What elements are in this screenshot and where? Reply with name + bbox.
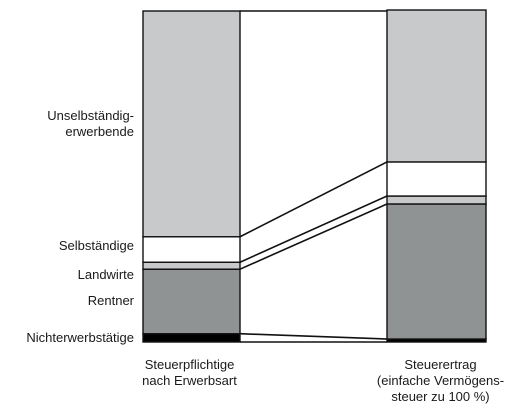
category-label-line: Nichterwerbstätige xyxy=(26,329,134,345)
connector-line-rentner xyxy=(239,203,388,270)
bar-segment-revenue-selbstaendige xyxy=(386,161,487,197)
category-label-line: Rentner xyxy=(87,293,134,309)
bar-segment-taxpayers-rentner xyxy=(142,268,241,335)
category-label-nichterwerbstaetige: Nichterwerbstätige xyxy=(26,330,134,346)
column-label-line: (einfache Vermögens- xyxy=(376,373,505,388)
column-label-line: Steuerpflichtige xyxy=(144,357,235,372)
connector-line-landwirte xyxy=(239,195,388,263)
bar-segment-revenue-landwirte xyxy=(386,195,487,205)
bar-segment-taxpayers-selbstaendige xyxy=(142,236,241,263)
connector-line-nichterwerbstaetige xyxy=(239,332,388,340)
category-label-selbstaendige: Selbständige xyxy=(59,238,134,254)
bar-segment-taxpayers-unselbstaendige xyxy=(142,10,241,238)
column-label-line: Steuerertrag xyxy=(404,357,477,372)
category-label-line: erwerbende xyxy=(65,123,134,139)
column-label-line: steuer zu 100 %) xyxy=(391,389,490,404)
bar-segment-taxpayers-nichterwerbstaetige xyxy=(142,333,241,343)
bar-segment-revenue-rentner xyxy=(386,203,487,340)
column-label-line: nach Erwerbsart xyxy=(142,373,237,388)
connector-line-selbstaendige xyxy=(239,161,388,238)
column-label-revenue: Steuerertrag (einfache Vermögens-steuer z… xyxy=(361,357,514,405)
category-label-line: Landwirte xyxy=(77,267,134,283)
category-label-rentner: Rentner xyxy=(88,293,134,309)
category-label-line: Unselbständig- xyxy=(47,107,134,123)
category-label-line: Selbständige xyxy=(58,237,134,253)
category-label-unselbstaendige: Unselbständig-erwerbende xyxy=(47,108,134,140)
column-label-taxpayers: Steuerpflichtige nach Erwerbsart xyxy=(110,357,270,389)
category-label-landwirte: Landwirte xyxy=(78,267,134,283)
bar-segment-taxpayers-landwirte xyxy=(142,261,241,270)
bar-segment-revenue-unselbstaendige xyxy=(386,9,487,163)
